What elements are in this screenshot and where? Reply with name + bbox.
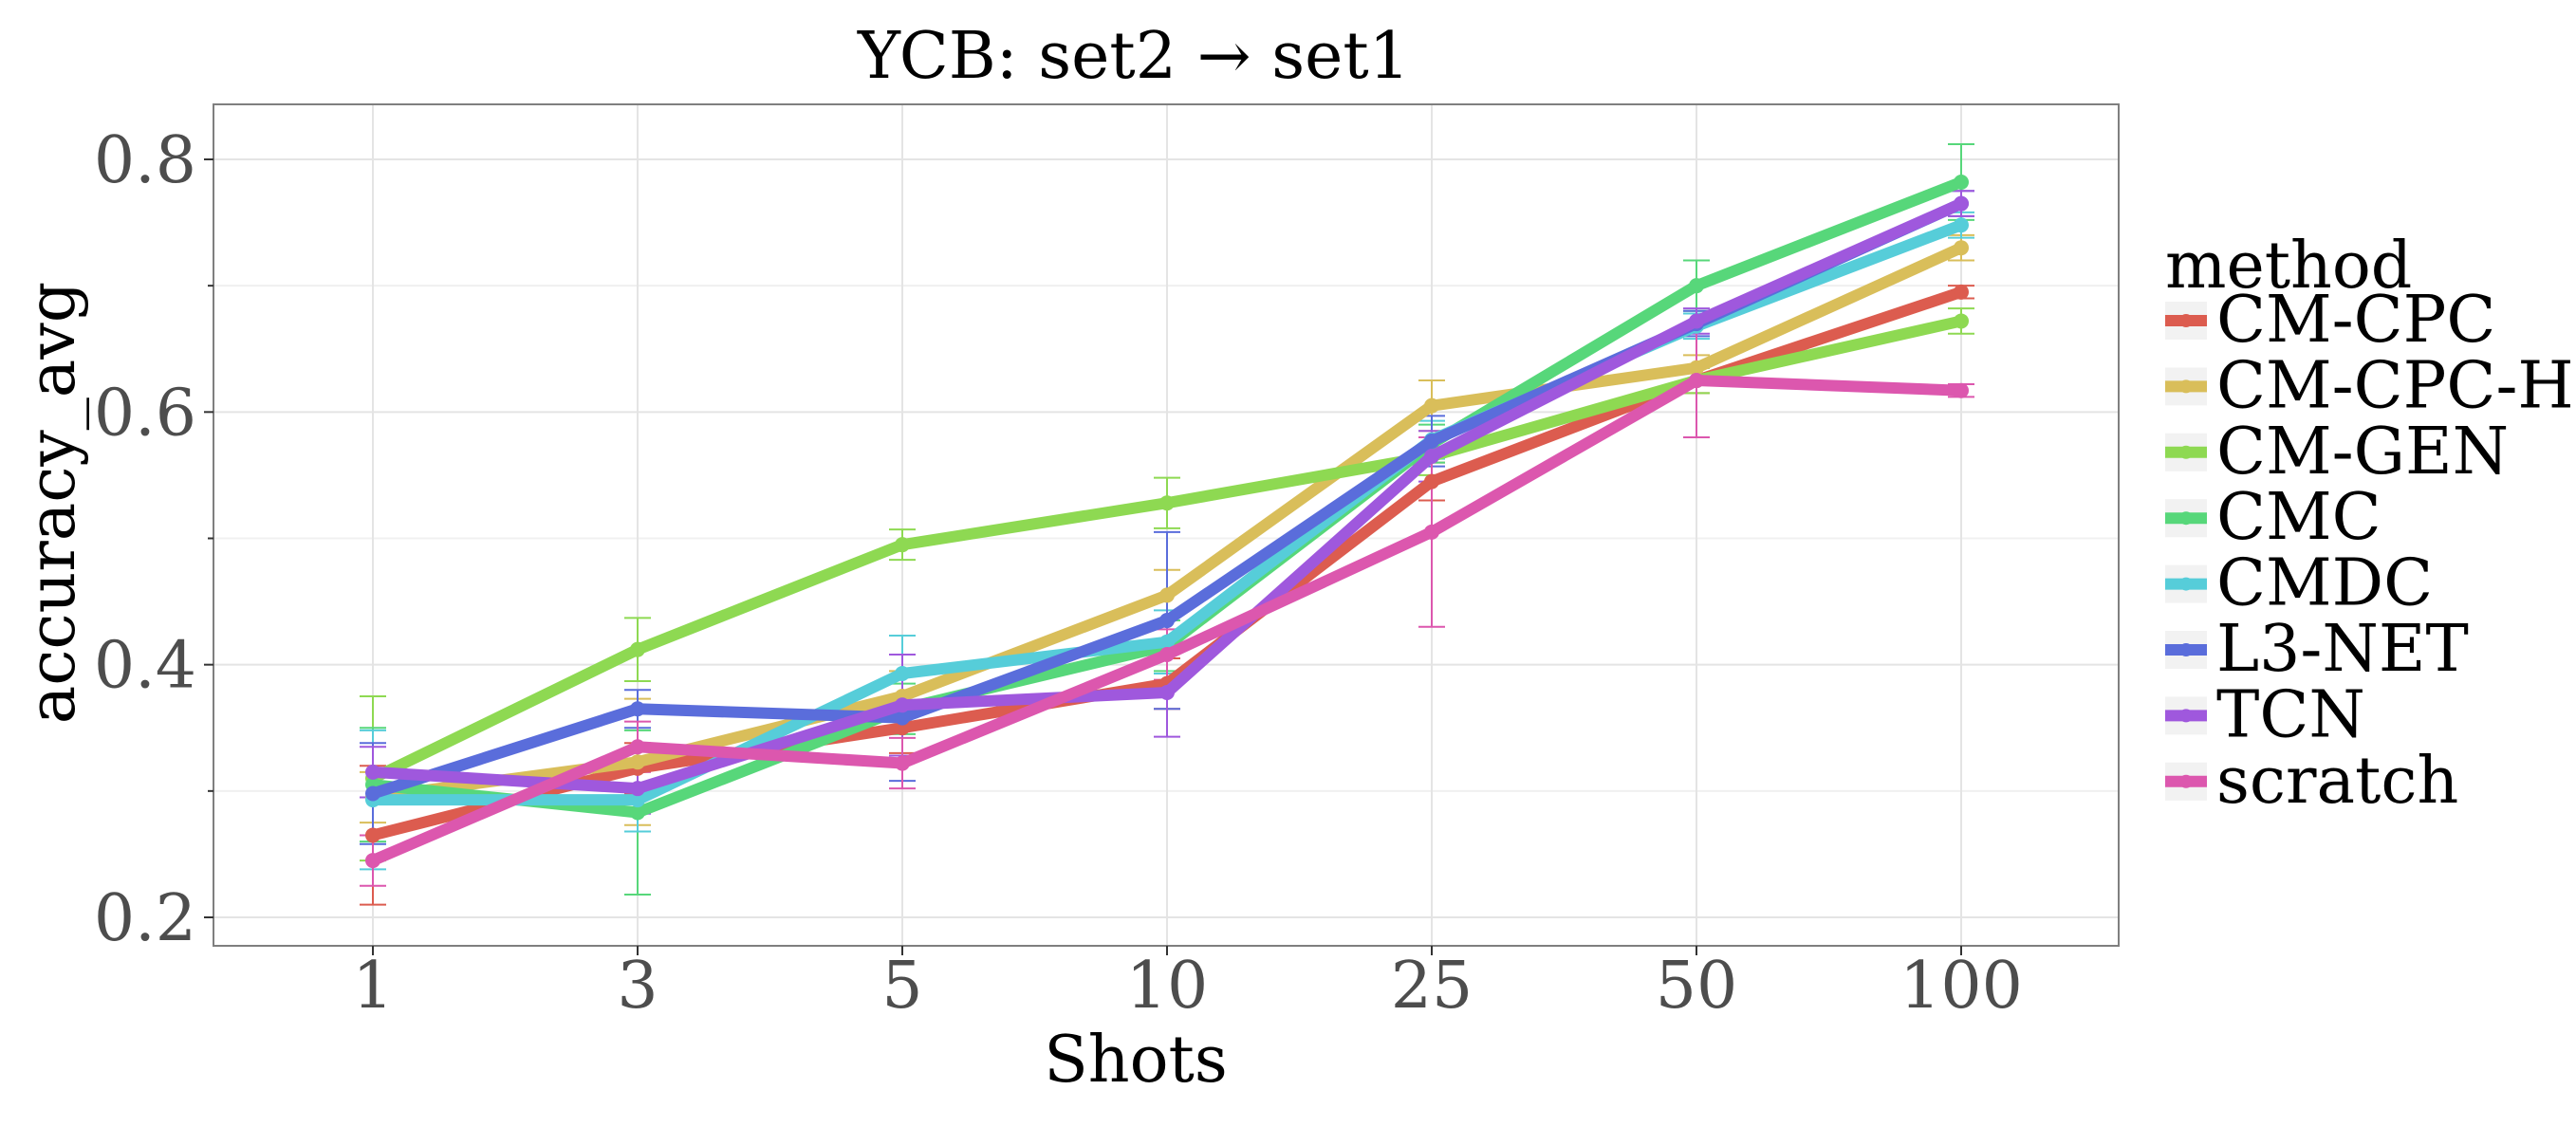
legend-key-point: [2179, 709, 2193, 723]
x-tick-label: 50: [1656, 949, 1738, 1024]
x-tick-label: 1: [352, 949, 393, 1024]
x-tick-label: 10: [1126, 949, 1209, 1024]
data-point-CM-CPC-H: [1689, 360, 1704, 376]
legend-key-point: [2179, 643, 2193, 656]
data-point-scratch: [1954, 382, 1969, 398]
data-point-scratch: [365, 853, 380, 869]
data-point-CMC: [1954, 174, 1969, 190]
x-tick-label: 100: [1900, 949, 2023, 1024]
data-point-scratch: [1424, 524, 1439, 540]
data-point-CM-CPC: [365, 827, 380, 843]
data-point-CM-GEN: [1954, 313, 1969, 329]
data-point-CMC: [630, 804, 645, 821]
y-tick-label: 0.2: [94, 881, 196, 956]
legend-label: CM-CPC-H: [2216, 348, 2574, 423]
y-tick-label: 0.8: [94, 123, 196, 198]
x-tick-label: 3: [617, 949, 658, 1024]
data-point-TCN: [1689, 313, 1704, 329]
data-point-scratch: [1159, 647, 1175, 663]
data-point-CMDC: [630, 792, 645, 808]
legend: method CM-CPCCM-CPC-HCM-GENCMCCMDCL3-NET…: [2165, 229, 2574, 819]
x-tick-label: 25: [1391, 949, 1473, 1024]
data-point-CMC: [1689, 278, 1704, 294]
data-point-TCN: [630, 781, 645, 797]
data-point-CM-GEN: [895, 537, 910, 553]
legend-key-point: [2179, 774, 2193, 788]
data-point-TCN: [1159, 684, 1175, 700]
data-point-TCN: [365, 764, 380, 780]
data-point-L3-NET: [630, 701, 645, 717]
data-point-CM-GEN: [630, 641, 645, 657]
data-point-TCN: [1424, 448, 1439, 464]
data-point-CM-CPC-H: [1954, 240, 1969, 256]
legend-label: CM-CPC: [2216, 283, 2495, 358]
data-point-TCN: [895, 697, 910, 713]
legend-label: scratch: [2216, 744, 2458, 819]
data-point-L3-NET: [895, 710, 910, 726]
data-point-CM-CPC: [1424, 473, 1439, 490]
legend-label: CMDC: [2216, 546, 2433, 621]
legend-key-point: [2179, 577, 2193, 591]
data-point-CM-CPC-H: [1424, 397, 1439, 414]
legend-title: method: [2165, 229, 2412, 304]
data-point-TCN: [1954, 195, 1969, 212]
plot-panel: 0.2 0.4 0.6 0.8 1 3 5 10 25 50 100: [94, 103, 2120, 1024]
data-point-L3-NET: [365, 785, 380, 802]
legend-label: TCN: [2216, 677, 2365, 752]
data-point-CMDC: [1159, 634, 1175, 650]
legend-label: CMC: [2216, 480, 2381, 555]
legend-key-point: [2179, 314, 2193, 327]
x-tick-label: 5: [881, 949, 922, 1024]
data-point-scratch: [630, 739, 645, 755]
data-point-CMDC: [895, 665, 910, 681]
y-axis-title: accuracy_avg: [15, 282, 90, 725]
legend-key-point: [2179, 511, 2193, 526]
data-point-scratch: [895, 755, 910, 771]
data-point-scratch: [1689, 373, 1704, 389]
data-point-L3-NET: [1424, 433, 1439, 449]
legend-label: L3-NET: [2216, 612, 2469, 687]
legend-label: CM-GEN: [2216, 415, 2509, 490]
chart-title: YCB: set2 → set1: [857, 19, 1410, 94]
data-point-L3-NET: [1159, 613, 1175, 629]
y-tick-label: 0.4: [94, 629, 196, 704]
legend-key-point: [2179, 445, 2193, 459]
data-point-CM-CPC-H: [630, 754, 645, 770]
data-point-CM-GEN: [1159, 495, 1175, 511]
data-point-CMDC: [1954, 217, 1969, 233]
data-point-CM-CPC-H: [1159, 587, 1175, 603]
y-tick-label: 0.6: [94, 376, 196, 451]
x-axis-title: Shots: [1044, 1023, 1228, 1098]
data-point-CM-CPC: [1954, 284, 1969, 300]
legend-key-point: [2179, 379, 2193, 394]
